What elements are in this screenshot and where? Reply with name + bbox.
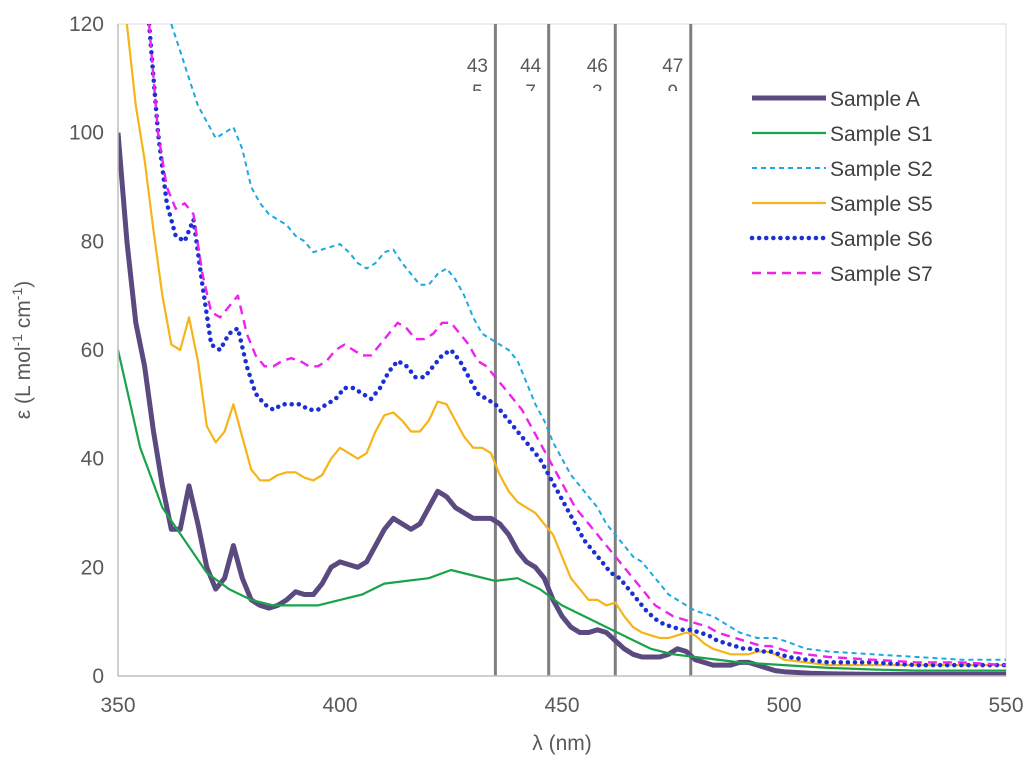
marker-label: 46 [587,56,608,77]
x-tick-label: 350 [100,694,135,717]
marker-label-cut: 2 [592,82,603,103]
y-axis-title: ε (L mol-1 cm-1) [9,281,35,420]
marker-label-cut: 9 [667,82,678,103]
y-tick-label: 120 [69,13,104,36]
marker-label: 44 [520,56,542,77]
legend-label: Sample S7 [830,263,933,286]
legend: Sample A Sample S1 Sample S2 Sample S5 Sampl… [749,88,933,286]
series-lines [118,24,1006,676]
y-tick-label: 20 [81,556,104,579]
vertical-markers: 43 5 44 7 46 2 47 9 [467,24,693,676]
series-line-6 [147,24,1006,667]
marker-label-cut: 5 [472,82,483,103]
legend-label: Sample S1 [830,123,933,146]
y-tick-label: 40 [81,448,104,471]
marker-label-cut: 7 [525,82,536,103]
y-tick-label: 100 [69,122,104,145]
x-tick-labels: 350 400 450 500 550 [100,694,1023,717]
y-tick-label: 80 [81,230,104,253]
x-tick-label: 450 [544,694,579,717]
series-line-5 [146,24,1006,668]
series-line-3 [170,24,1006,661]
x-tick-label: 500 [766,694,801,717]
marker-label: 43 [467,56,488,77]
series-line-4 [125,24,1006,667]
y-tick-label: 0 [92,665,104,688]
y-tick-labels: 0 20 40 60 80 100 120 [69,13,104,688]
series-line-2 [118,349,1006,672]
series-line-1 [118,132,1006,676]
marker-label: 47 [662,56,683,77]
x-tick-label: 400 [322,694,357,717]
legend-label: Sample A [830,88,920,111]
x-axis-title: λ (nm) [532,732,592,755]
y-tick-label: 60 [81,339,104,362]
legend-label: Sample S5 [830,193,933,216]
plot-area [117,23,1007,677]
legend-label: Sample S2 [830,158,933,181]
legend-label: Sample S6 [830,228,933,251]
x-tick-label: 550 [988,694,1023,717]
